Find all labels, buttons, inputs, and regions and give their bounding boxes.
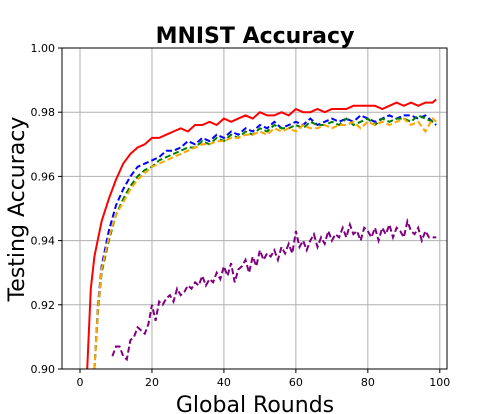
chart-title: MNIST Accuracy — [156, 24, 355, 49]
series-line-red — [86, 98, 437, 369]
plot-frame — [61, 47, 448, 370]
x-tick-label: 0 — [76, 376, 83, 389]
x-axis-ticks: 0 20 40 60 80 100 — [76, 369, 450, 389]
x-tick-label: 20 — [145, 376, 159, 389]
series-line-orange — [93, 117, 437, 369]
x-tick-label: 100 — [429, 376, 450, 389]
y-tick-label: 0.96 — [31, 170, 56, 183]
x-tick-label: 80 — [361, 376, 375, 389]
y-tick-label: 0.90 — [31, 363, 56, 376]
x-tick-label: 40 — [217, 376, 231, 389]
series-line-purple — [111, 217, 437, 362]
y-tick-label: 1.00 — [31, 42, 56, 55]
y-tick-label: 0.98 — [31, 106, 56, 119]
y-axis-ticks: 0.90 0.92 0.94 0.96 0.98 1.00 — [31, 42, 62, 376]
y-axis-label: Testing Accuracy — [5, 117, 30, 303]
series-layer — [86, 98, 437, 369]
y-tick-label: 0.94 — [31, 235, 56, 248]
series-line-green — [93, 114, 437, 369]
y-tick-label: 0.92 — [31, 299, 56, 312]
x-axis-label: Global Rounds — [176, 393, 334, 414]
x-tick-label: 60 — [289, 376, 303, 389]
